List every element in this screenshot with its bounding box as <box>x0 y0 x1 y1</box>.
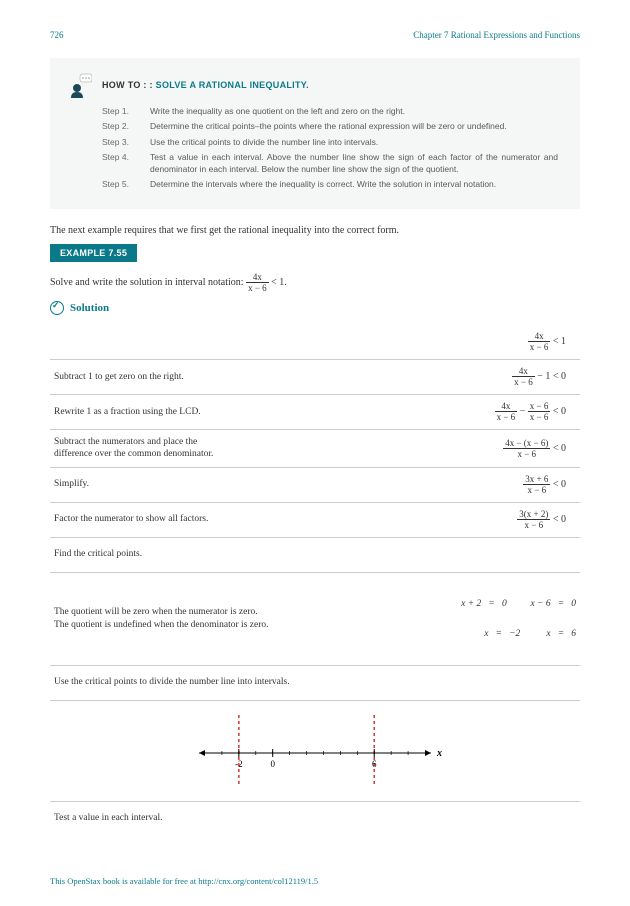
howto-step: Step 5.Determine the intervals where the… <box>102 179 558 190</box>
page-header: 726 Chapter 7 Rational Expressions and F… <box>50 30 580 40</box>
solution-step: Subtract 1 to get zero on the right.4xx … <box>50 359 580 394</box>
howto-step: Step 3.Use the critical points to divide… <box>102 137 558 148</box>
example-tag: EXAMPLE 7.55 <box>50 244 137 262</box>
svg-text:0: 0 <box>270 759 275 769</box>
critical-points-row: The quotient will be zero when the numer… <box>50 572 580 665</box>
solution-step: Simplify.3x + 6x − 6 < 0 <box>50 467 580 502</box>
find-critical-points: Find the critical points. <box>50 537 580 572</box>
person-speech-icon <box>66 72 92 98</box>
problem-statement: Solve and write the solution in interval… <box>50 272 580 293</box>
svg-text:x: x <box>436 748 442 759</box>
howto-step: Step 2.Determine the critical points–the… <box>102 121 558 132</box>
solution-step: Factor the numerator to show all factors… <box>50 502 580 537</box>
solution-header: Solution <box>50 301 580 315</box>
solution-step: 4xx − 6 < 1 <box>50 325 580 359</box>
footer-text: This OpenStax book is available for free… <box>50 876 580 886</box>
chapter-title: Chapter 7 Rational Expressions and Funct… <box>413 30 580 40</box>
intro-text: The next example requires that we first … <box>50 225 580 236</box>
svg-text:6: 6 <box>372 759 377 769</box>
use-critical-points: Use the critical points to divide the nu… <box>50 665 580 700</box>
svg-text:-2: -2 <box>235 759 243 769</box>
check-icon <box>50 301 64 315</box>
number-line: -2 0 6 x <box>50 700 580 801</box>
howto-step: Step 4.Test a value in each interval. Ab… <box>102 152 558 175</box>
solution-step: Subtract the numerators and place thedif… <box>50 429 580 467</box>
page-number: 726 <box>50 30 64 40</box>
howto-title: HOW TO : : SOLVE A RATIONAL INEQUALITY. <box>102 80 309 90</box>
howto-box: HOW TO : : SOLVE A RATIONAL INEQUALITY. … <box>50 58 580 209</box>
test-value: Test a value in each interval. <box>50 801 580 836</box>
howto-step: Step 1.Write the inequality as one quoti… <box>102 106 558 117</box>
solution-step: Rewrite 1 as a fraction using the LCD.4x… <box>50 394 580 429</box>
